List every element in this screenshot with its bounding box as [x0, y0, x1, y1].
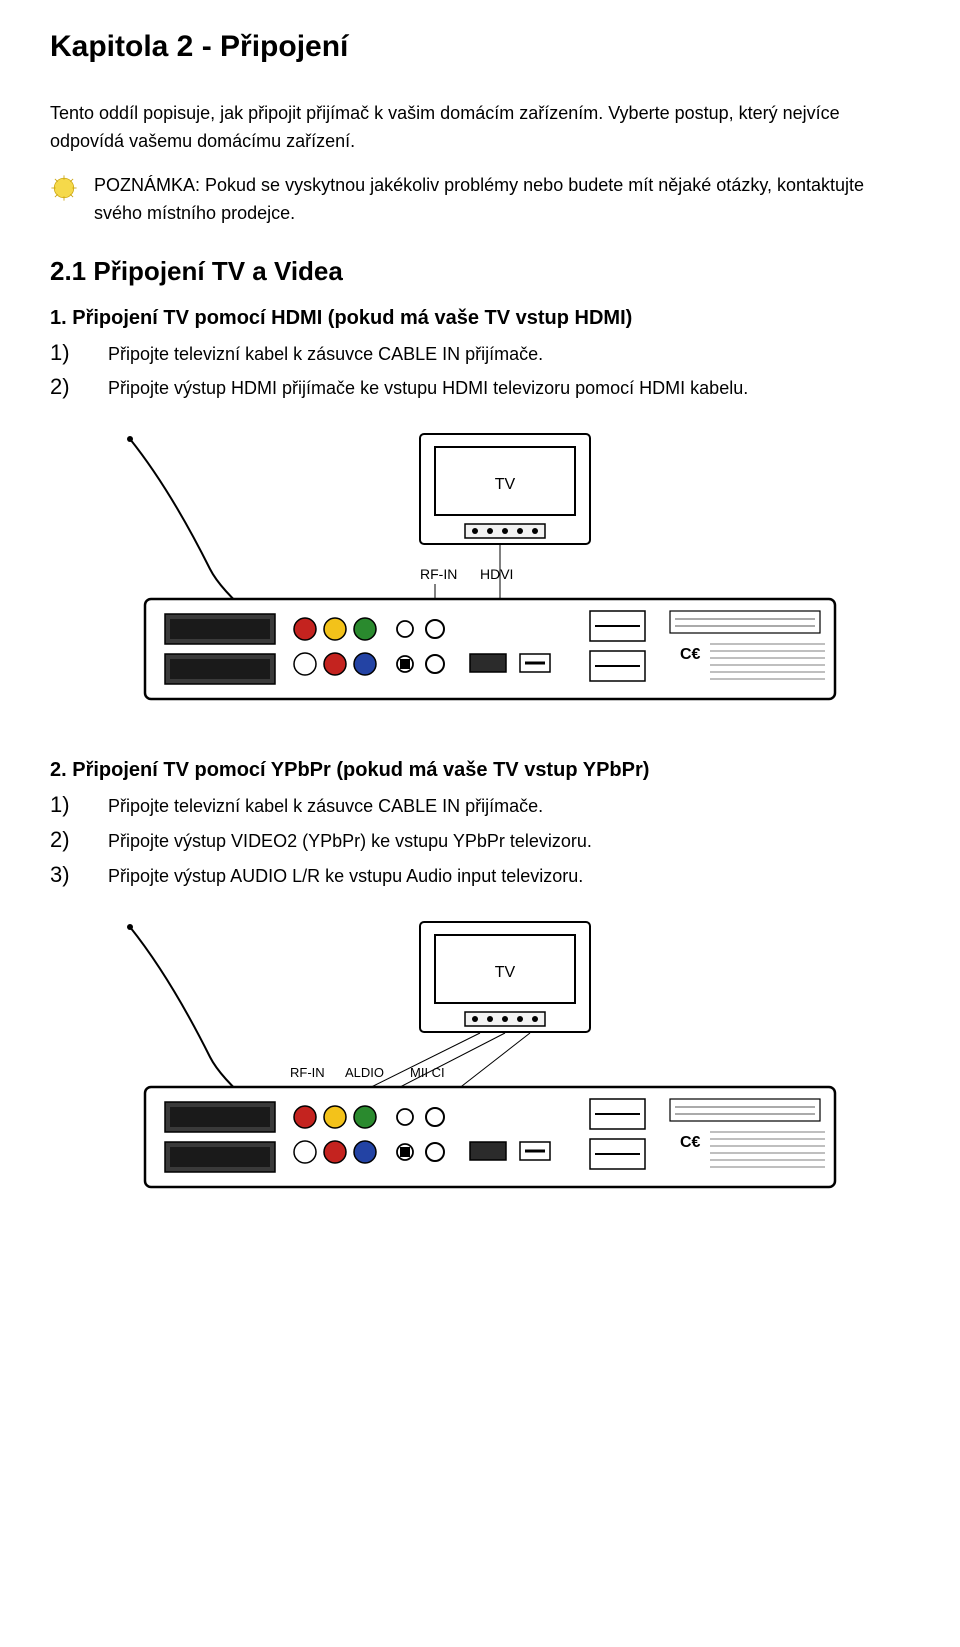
tv-label: TV — [495, 964, 516, 981]
step-number: 1) — [50, 340, 80, 366]
sub1-heading: 1. Připojení TV pomocí HDMI (pokud má va… — [50, 307, 910, 330]
step-text: Připojte výstup VIDEO2 (YPbPr) ke vstupu… — [108, 828, 592, 856]
list-item: 3) Připojte výstup AUDIO L/R ke vstupu A… — [50, 862, 910, 891]
sub2-heading: 2. Připojení TV pomocí YPbPr (pokud má v… — [50, 759, 910, 782]
step-number: 2) — [50, 827, 80, 853]
tv-label: TV — [495, 476, 516, 493]
sub1-steps: 1) Připojte televizní kabel k zásuvce CA… — [50, 340, 910, 404]
list-item: 2) Připojte výstup HDMI přijímače ke vst… — [50, 374, 910, 403]
note-block: POZNÁMKA: Pokud se vyskytnou jakékoliv p… — [50, 172, 910, 228]
note-text: POZNÁMKA: Pokud se vyskytnou jakékoliv p… — [94, 172, 910, 228]
list-item: 1) Připojte televizní kabel k zásuvce CA… — [50, 340, 910, 369]
chapter-title: Kapitola 2 - Připojení — [50, 30, 910, 64]
diagram-1: TV RF-IN HDVI — [50, 429, 910, 719]
list-item: 2) Připojte výstup VIDEO2 (YPbPr) ke vst… — [50, 827, 910, 856]
step-text: Připojte výstup AUDIO L/R ke vstupu Audi… — [108, 863, 583, 891]
step-number: 1) — [50, 792, 80, 818]
video-label: MII CI — [410, 1065, 445, 1080]
step-number: 2) — [50, 374, 80, 400]
step-text: Připojte výstup HDMI přijímače ke vstupu… — [108, 375, 748, 403]
hdmi-label: HDVI — [480, 566, 513, 582]
step-text: Připojte televizní kabel k zásuvce CABLE… — [108, 341, 543, 369]
svg-text:C€: C€ — [680, 646, 701, 663]
step-number: 3) — [50, 862, 80, 888]
intro-paragraph: Tento oddíl popisuje, jak připojit přijí… — [50, 100, 910, 156]
audio-label: ALDIO — [345, 1065, 384, 1080]
section-title: 2.1 Připojení TV a Videa — [50, 256, 910, 287]
list-item: 1) Připojte televizní kabel k zásuvce CA… — [50, 792, 910, 821]
connection-diagram-hdmi: TV RF-IN HDVI — [110, 429, 850, 719]
note-star-icon — [50, 174, 78, 202]
diagram-2: TV RF-IN ALDIO MII CI — [50, 917, 910, 1207]
connection-diagram-ypbpr: TV RF-IN ALDIO MII CI — [110, 917, 850, 1207]
svg-text:C€: C€ — [680, 1134, 701, 1151]
sub2-steps: 1) Připojte televizní kabel k zásuvce CA… — [50, 792, 910, 891]
rfin-label: RF-IN — [290, 1065, 325, 1080]
rfin-label: RF-IN — [420, 566, 457, 582]
step-text: Připojte televizní kabel k zásuvce CABLE… — [108, 793, 543, 821]
